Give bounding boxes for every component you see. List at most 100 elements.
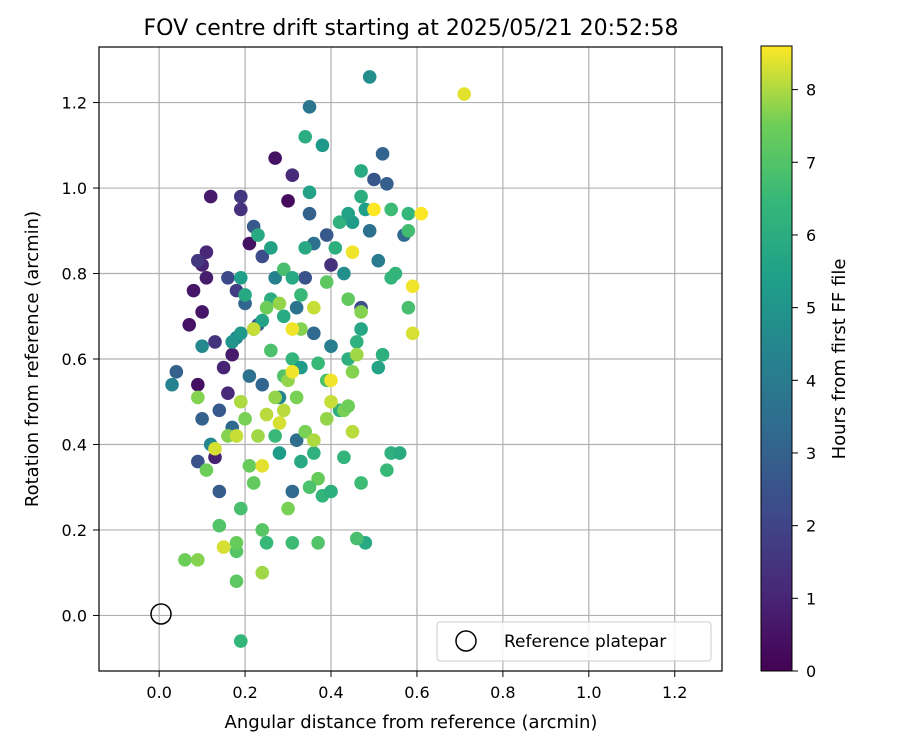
- data-point: [302, 100, 317, 114]
- data-point: [337, 450, 351, 465]
- x-tick-label: 1.0: [576, 683, 601, 702]
- colorbar-tick-label: 0: [806, 662, 816, 681]
- data-point: [276, 309, 291, 324]
- data-point: [285, 365, 300, 379]
- data-point: [229, 535, 244, 550]
- x-axis-ticks: 0.0 0.2 0.4 0.6 0.8 1.0 1.2: [146, 671, 687, 702]
- data-point: [311, 535, 325, 550]
- data-point: [212, 403, 227, 418]
- data-point: [216, 540, 231, 554]
- data-point: [268, 390, 282, 405]
- data-point: [272, 446, 287, 460]
- data-point: [233, 394, 248, 409]
- data-point: [233, 270, 248, 285]
- data-point: [285, 484, 300, 499]
- data-point: [225, 347, 239, 362]
- data-point: [233, 202, 248, 217]
- data-point: [191, 253, 205, 268]
- data-point: [165, 377, 179, 392]
- data-point: [285, 352, 300, 366]
- data-point: [332, 215, 347, 230]
- colorbar-tick-label: 7: [806, 153, 816, 172]
- data-point: [178, 553, 192, 567]
- legend-box: [436, 621, 712, 662]
- data-point: [233, 189, 248, 204]
- data-point: [285, 270, 300, 285]
- data-point: [324, 484, 338, 499]
- data-point: [298, 241, 313, 255]
- data-point: [337, 266, 351, 281]
- data-point: [401, 300, 416, 315]
- data-point: [319, 412, 334, 426]
- data-point: [255, 249, 270, 264]
- data-point: [380, 463, 394, 477]
- data-point: [208, 335, 222, 349]
- data-point: [371, 253, 386, 268]
- data-point: [225, 335, 239, 349]
- data-point: [341, 292, 356, 306]
- data-point: [272, 416, 287, 430]
- data-point: [246, 322, 261, 336]
- y-tick-label: 1.2: [62, 94, 87, 113]
- data-point: [238, 288, 252, 302]
- data-point: [191, 454, 205, 469]
- data-point: [259, 535, 274, 550]
- data-point: [259, 300, 274, 315]
- data-point: [380, 176, 394, 191]
- data-point: [345, 245, 360, 259]
- data-point: [401, 206, 416, 221]
- data-point: [255, 377, 270, 392]
- data-point: [246, 476, 261, 490]
- data-point: [341, 399, 356, 413]
- colorbar-ticks: 0 1 2 3 4 5 6 7 8: [792, 81, 816, 681]
- data-point: [307, 300, 321, 315]
- data-point: [186, 283, 201, 298]
- data-point: [375, 347, 390, 362]
- data-point: [294, 454, 308, 469]
- data-point: [281, 501, 295, 516]
- x-tick-label: 0.2: [232, 683, 257, 702]
- data-point: [457, 87, 472, 101]
- data-point: [289, 433, 304, 448]
- data-point: [307, 446, 321, 460]
- data-point: [392, 446, 407, 460]
- data-point: [233, 501, 248, 516]
- data-point: [289, 300, 304, 315]
- data-point: [212, 518, 227, 533]
- data-point: [191, 390, 205, 405]
- data-point: [307, 433, 321, 448]
- data-point: [298, 424, 313, 439]
- colorbar-tick-label: 8: [806, 81, 816, 100]
- data-point: [319, 275, 334, 289]
- legend-marker: [455, 630, 477, 652]
- data-point: [199, 270, 214, 285]
- data-point: [216, 360, 231, 375]
- data-point: [324, 258, 338, 272]
- data-point: [229, 574, 244, 589]
- legend-label: Reference platepar: [504, 632, 666, 652]
- colorbar-label: Hours from first FF file: [829, 259, 850, 460]
- data-point: [341, 206, 356, 221]
- legend: Reference platepar: [436, 621, 712, 662]
- data-point: [294, 288, 308, 302]
- data-point: [367, 202, 381, 217]
- data-point: [169, 365, 184, 379]
- data-point: [311, 356, 325, 371]
- data-point: [349, 335, 364, 349]
- colorbar-tick-label: 6: [806, 226, 816, 245]
- x-tick-label: 1.2: [662, 683, 687, 702]
- data-point: [298, 129, 313, 144]
- data-point: [276, 403, 291, 418]
- data-point: [345, 365, 360, 379]
- data-point: [354, 322, 368, 336]
- y-tick-label: 0.2: [62, 521, 87, 540]
- data-point: [199, 463, 214, 477]
- data-point: [319, 228, 334, 242]
- data-point: [203, 189, 218, 204]
- data-point: [264, 343, 278, 358]
- data-point: [354, 305, 368, 319]
- colorbar-tick-label: 5: [806, 299, 816, 318]
- data-point: [401, 223, 416, 238]
- data-point: [242, 369, 257, 383]
